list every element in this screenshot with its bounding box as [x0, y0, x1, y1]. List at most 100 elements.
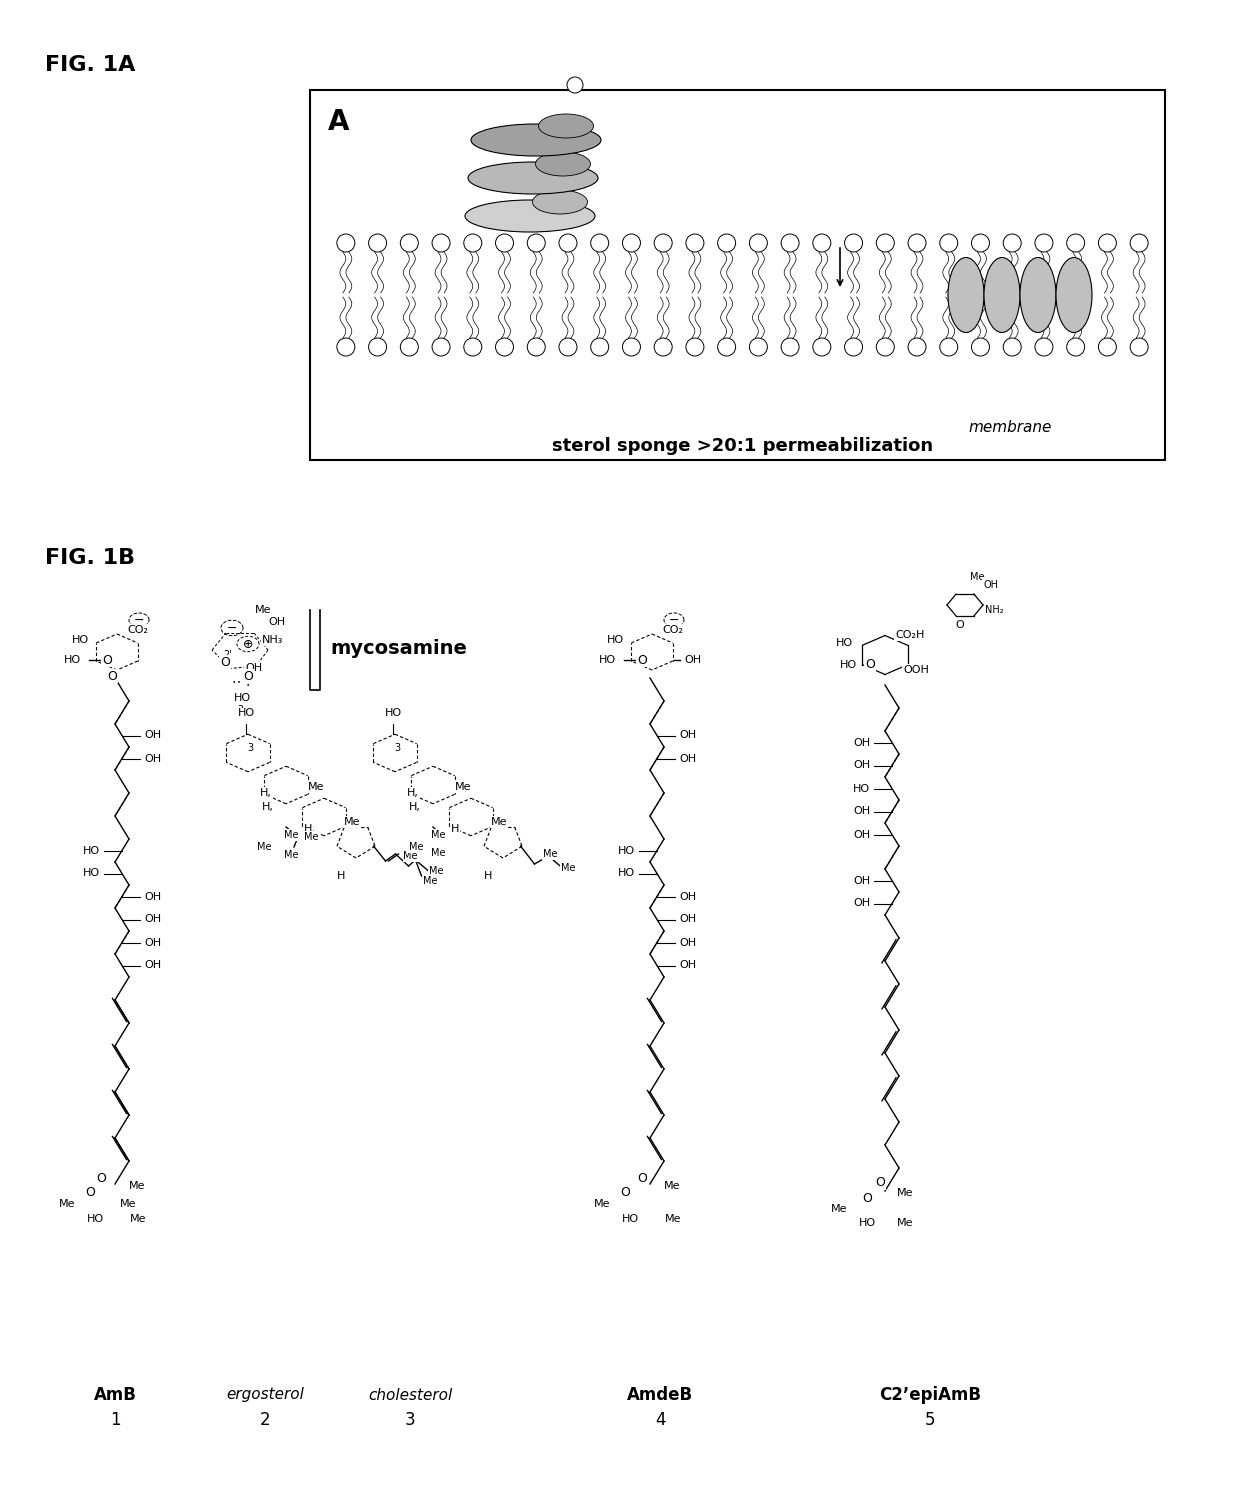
Text: Me: Me — [430, 848, 445, 858]
Circle shape — [940, 337, 957, 355]
Circle shape — [337, 337, 355, 355]
Circle shape — [940, 234, 957, 252]
Text: OH: OH — [853, 760, 870, 770]
Circle shape — [622, 337, 640, 355]
Circle shape — [971, 337, 990, 355]
Text: OH: OH — [246, 663, 262, 673]
Text: HO: HO — [83, 869, 100, 878]
Circle shape — [781, 234, 799, 252]
Text: HO: HO — [618, 869, 635, 878]
Text: OH: OH — [144, 915, 161, 924]
Text: Me: Me — [308, 782, 325, 791]
Circle shape — [432, 337, 450, 355]
Text: OH: OH — [680, 960, 696, 970]
Text: OH: OH — [680, 915, 696, 924]
Circle shape — [527, 337, 546, 355]
Text: AmdeB: AmdeB — [627, 1386, 693, 1403]
Text: ⊕: ⊕ — [243, 638, 253, 651]
Text: Me: Me — [430, 830, 445, 841]
Text: 3: 3 — [404, 1411, 415, 1429]
Circle shape — [971, 234, 990, 252]
Text: Me: Me — [455, 782, 471, 791]
Ellipse shape — [467, 163, 598, 194]
Text: OH: OH — [144, 754, 161, 763]
Text: Me: Me — [560, 863, 575, 873]
Text: membrane: membrane — [968, 420, 1052, 434]
Text: Me: Me — [663, 1181, 681, 1191]
Circle shape — [590, 234, 609, 252]
Text: HO: HO — [621, 1214, 639, 1224]
Text: Me: Me — [284, 830, 299, 841]
Text: cholesterol: cholesterol — [368, 1387, 453, 1402]
Text: O: O — [95, 1172, 105, 1184]
Text: HO: HO — [233, 693, 250, 703]
Text: HO: HO — [858, 1218, 875, 1229]
Text: Me: Me — [257, 842, 272, 853]
Circle shape — [432, 234, 450, 252]
Text: O: O — [956, 620, 965, 630]
Text: Me: Me — [897, 1218, 914, 1229]
Circle shape — [749, 337, 768, 355]
Text: OH: OH — [853, 899, 870, 909]
Text: H,: H, — [409, 802, 422, 812]
Circle shape — [686, 337, 704, 355]
Text: Me: Me — [543, 850, 557, 858]
Text: O: O — [637, 1172, 647, 1184]
Text: OH: OH — [853, 875, 870, 885]
Text: FIG. 1B: FIG. 1B — [45, 548, 135, 567]
Circle shape — [368, 234, 387, 252]
Text: OH: OH — [680, 730, 696, 741]
Text: Me: Me — [665, 1214, 682, 1224]
Circle shape — [1099, 234, 1116, 252]
Text: FIG. 1A: FIG. 1A — [45, 55, 135, 75]
Text: OH: OH — [684, 655, 701, 664]
Text: 4: 4 — [655, 1411, 665, 1429]
Circle shape — [559, 337, 577, 355]
Circle shape — [908, 234, 926, 252]
Text: Me: Me — [304, 832, 319, 842]
Text: HO: HO — [599, 655, 616, 664]
Circle shape — [401, 234, 418, 252]
Text: OH: OH — [853, 806, 870, 817]
Circle shape — [337, 234, 355, 252]
Circle shape — [1130, 234, 1148, 252]
Text: OOH: OOH — [903, 664, 929, 675]
Text: C2’epiAmB: C2’epiAmB — [879, 1386, 981, 1403]
Text: 3: 3 — [237, 705, 243, 715]
Text: H,: H, — [262, 802, 274, 812]
Text: H: H — [337, 870, 345, 881]
Text: A: A — [329, 107, 350, 136]
Text: OH: OH — [144, 891, 161, 902]
Circle shape — [1035, 337, 1053, 355]
Circle shape — [686, 234, 704, 252]
Text: HO: HO — [72, 635, 89, 645]
Text: HO: HO — [83, 845, 100, 855]
Text: HO: HO — [64, 655, 81, 664]
Text: HO: HO — [836, 638, 853, 648]
Text: O: O — [219, 655, 229, 669]
Text: Me: Me — [408, 842, 423, 853]
Circle shape — [655, 337, 672, 355]
Ellipse shape — [985, 257, 1021, 333]
Circle shape — [401, 337, 418, 355]
Text: OH: OH — [268, 617, 285, 627]
Text: O: O — [637, 654, 647, 666]
Text: 5: 5 — [925, 1411, 935, 1429]
Text: Me: Me — [284, 850, 299, 860]
Text: Me: Me — [831, 1203, 847, 1214]
Text: 1: 1 — [109, 1411, 120, 1429]
Text: NH₂: NH₂ — [985, 605, 1003, 615]
Text: H: H — [484, 870, 492, 881]
Text: HO: HO — [839, 660, 857, 670]
Circle shape — [1035, 234, 1053, 252]
Text: OH: OH — [144, 938, 161, 948]
Circle shape — [1130, 337, 1148, 355]
Text: O: O — [102, 654, 112, 666]
Circle shape — [527, 234, 546, 252]
Ellipse shape — [1021, 257, 1056, 333]
Circle shape — [844, 234, 863, 252]
Text: sterol sponge >20:1 permeabilization: sterol sponge >20:1 permeabilization — [552, 437, 932, 455]
Text: H: H — [304, 824, 312, 835]
Text: −: − — [134, 614, 144, 627]
Text: Me: Me — [58, 1199, 74, 1209]
